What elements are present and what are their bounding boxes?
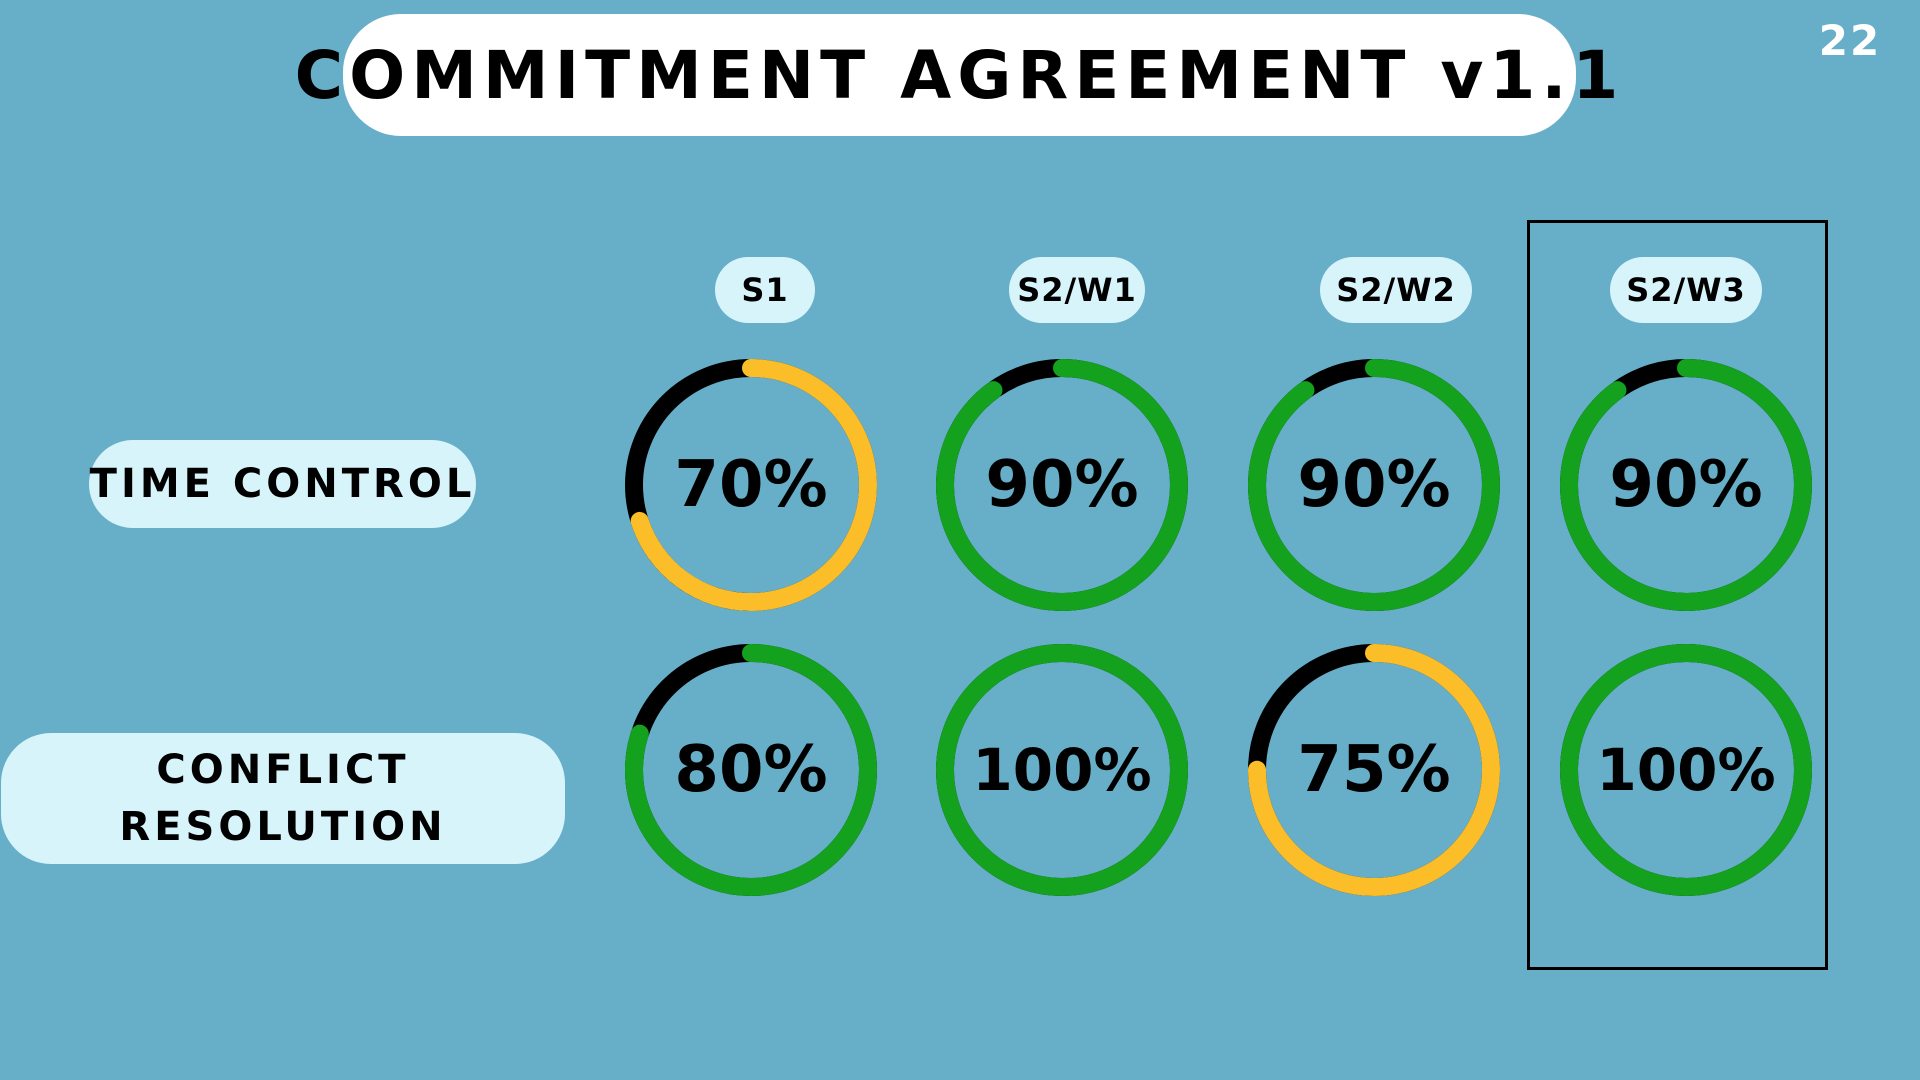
gauge-time-control-s2-w3: 90% [1560, 359, 1812, 611]
gauge-value-label: 100% [1596, 736, 1776, 804]
gauge-progress-arc [1560, 359, 1812, 611]
gauge-conflict-resolution-s2-w3: 100% [1560, 644, 1812, 896]
highlighted-column-frame [1527, 220, 1828, 970]
gauge-progress-arc [936, 644, 1188, 896]
row-label-text: CONFLICT RESOLUTION [119, 746, 447, 850]
gauge-conflict-resolution-s2-w2: 75% [1248, 644, 1500, 896]
gauge-value-label: 100% [972, 736, 1152, 804]
column-header-s1: S1 [715, 257, 815, 323]
page-number: 22 [1818, 16, 1882, 65]
row-label-conflict-resolution: CONFLICT RESOLUTION [1, 733, 565, 864]
gauge-conflict-resolution-s2-w1: 100% [936, 644, 1188, 896]
gauge-value-label: 70% [674, 448, 828, 522]
gauge-value-label: 90% [1609, 448, 1763, 522]
slide-title: COMMITMENT AGREEMENT v1.1 [294, 36, 1625, 114]
gauge-ring [1248, 644, 1500, 896]
row-label-text: TIME CONTROL [89, 460, 476, 507]
title-banner: COMMITMENT AGREEMENT v1.1 [295, 14, 1618, 136]
gauge-ring [1248, 359, 1500, 611]
column-header-s2-w1: S2/W1 [1009, 257, 1145, 323]
gauge-ring [625, 644, 877, 896]
gauge-ring [936, 359, 1188, 611]
gauge-ring [1560, 644, 1812, 896]
gauge-value-label: 90% [1297, 448, 1451, 522]
gauge-ring [936, 644, 1188, 896]
gauge-value-label: 75% [1297, 733, 1451, 807]
gauge-progress-arc [625, 359, 877, 611]
gauge-value-label: 80% [674, 733, 828, 807]
column-header-s2-w3: S2/W3 [1610, 257, 1762, 323]
gauge-progress-arc [1248, 644, 1500, 896]
gauge-ring [625, 359, 877, 611]
gauge-progress-arc [1248, 359, 1500, 611]
column-header-s2-w2: S2/W2 [1320, 257, 1472, 323]
gauge-progress-arc [625, 644, 877, 896]
gauge-time-control-s2-w2: 90% [1248, 359, 1500, 611]
gauge-time-control-s1: 70% [625, 359, 877, 611]
gauge-time-control-s2-w1: 90% [936, 359, 1188, 611]
gauge-progress-arc [936, 359, 1188, 611]
gauge-ring [1560, 359, 1812, 611]
gauge-progress-arc [1560, 644, 1812, 896]
gauge-conflict-resolution-s1: 80% [625, 644, 877, 896]
gauge-value-label: 90% [985, 448, 1139, 522]
row-label-time-control: TIME CONTROL [89, 440, 476, 528]
